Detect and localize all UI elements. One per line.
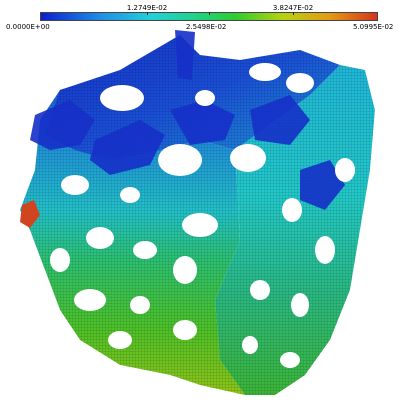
color-legend: 1.2749E-02 3.8247E-02 0.0000E+00 2.5498E…	[0, 0, 420, 34]
mesh-upper-features	[30, 30, 345, 210]
mesh-background-cutouts	[0, 60, 420, 420]
legend-tick	[293, 12, 294, 15]
legend-tick	[209, 12, 210, 15]
legend-tick	[147, 12, 148, 15]
legend-label-3: 3.8247E-02	[272, 4, 314, 12]
legend-label-2: 2.5498E-02	[186, 23, 227, 31]
legend-label-1: 1.2749E-02	[126, 4, 168, 12]
legend-max-label: 5.0995E-02	[353, 23, 394, 31]
legend-min-label: 0.0000E+00	[6, 23, 50, 31]
mesh-peak-spot	[20, 200, 40, 228]
mesh-pores	[50, 63, 355, 368]
